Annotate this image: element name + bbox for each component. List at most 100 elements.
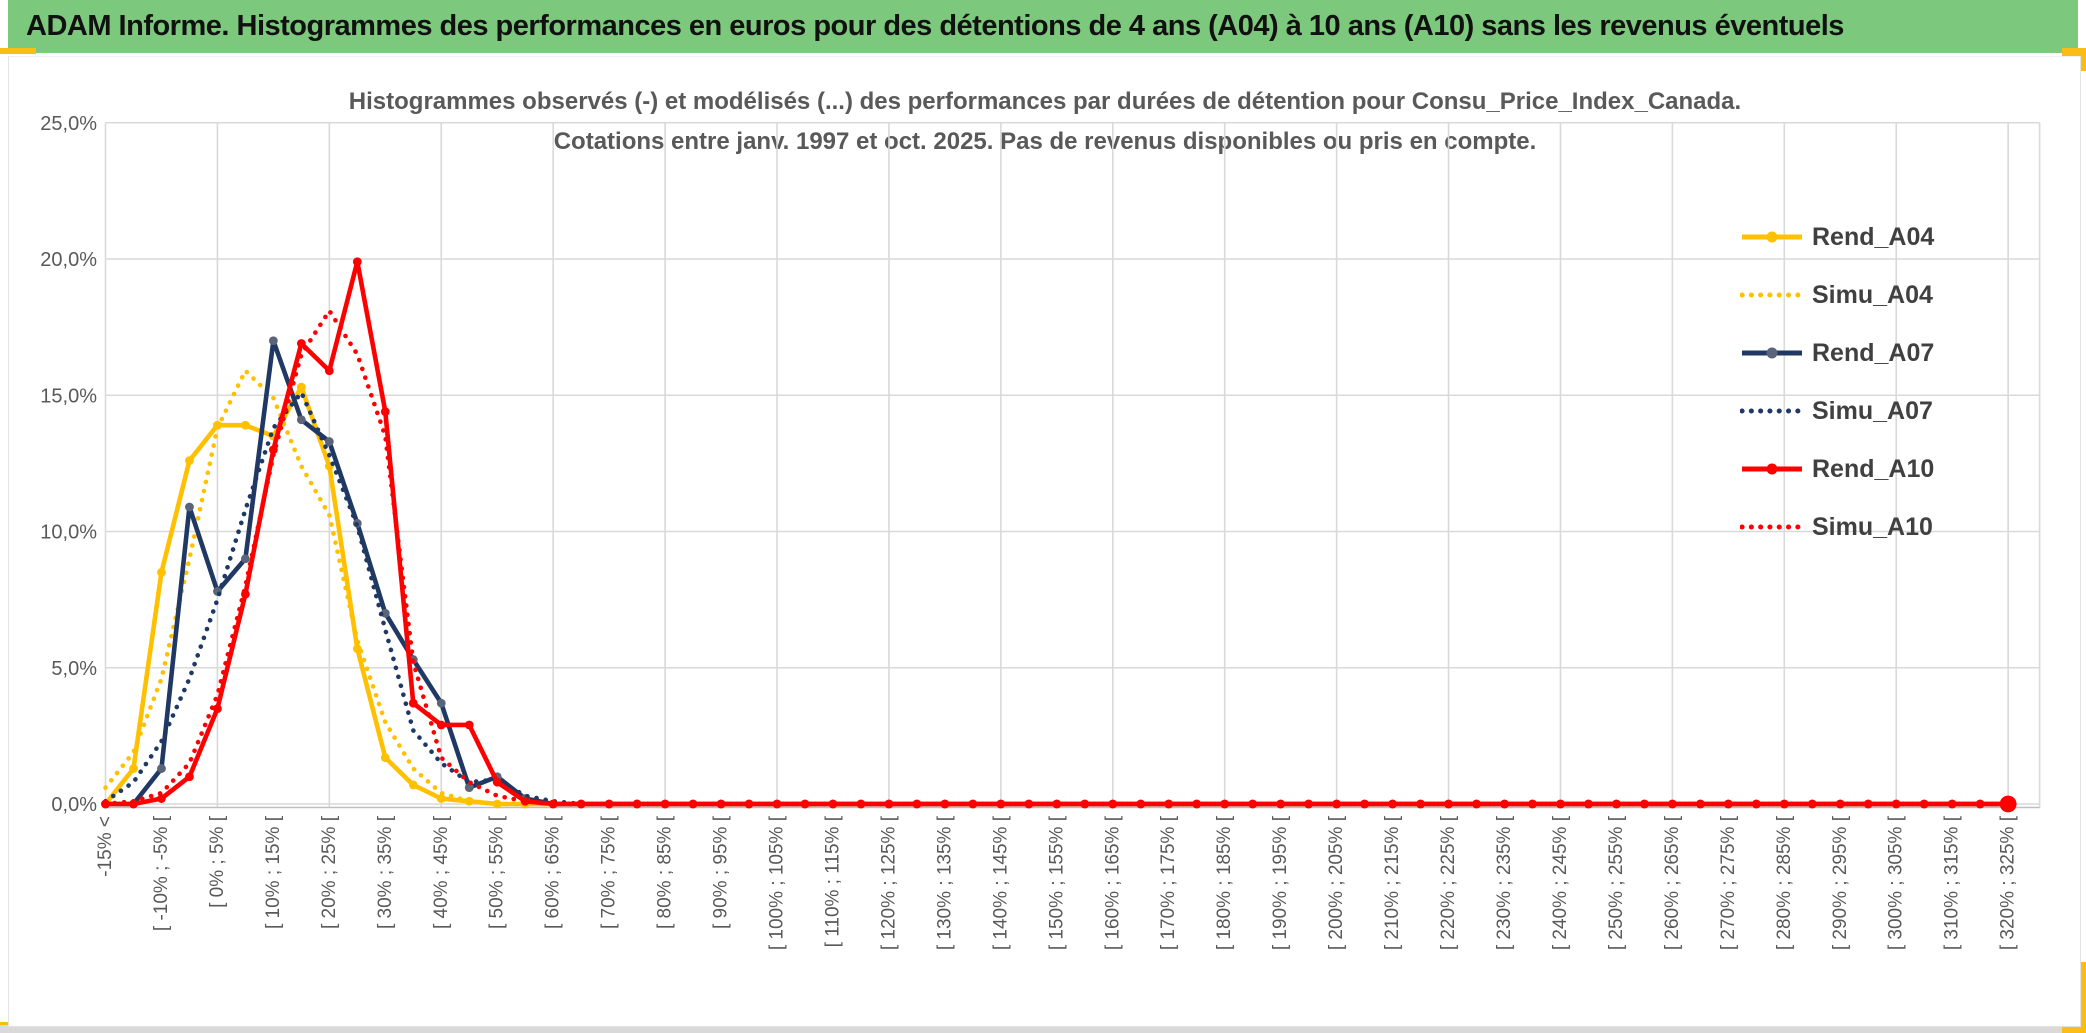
x-axis-tick-label: [ 100% ; 105% [: [767, 815, 788, 950]
legend-label: Simu_A10: [1812, 512, 1933, 541]
series-marker-Rend_A10: [1444, 799, 1453, 809]
legend-dotted-line-icon: [1740, 524, 1804, 530]
series-marker-Rend_A10: [1360, 799, 1369, 809]
x-axis-tick-label: [ 50% ; 55% [: [487, 815, 508, 929]
series-marker-Rend_A10: [185, 772, 194, 782]
series-marker-Rend_A04: [436, 794, 446, 803]
legend-dotted-line-icon: [1740, 292, 1804, 298]
y-axis-tick-label: 25,0%: [40, 113, 97, 135]
series-marker-Rend_A10: [1108, 799, 1118, 809]
legend-label: Simu_A04: [1812, 280, 1933, 309]
series-marker-Rend_A07: [157, 764, 166, 773]
x-axis-tick-label: [ 270% ; 275% [: [1718, 815, 1739, 950]
legend-label: Rend_A07: [1812, 338, 1935, 367]
x-axis-tick-label: [ 150% ; 155% [: [1046, 815, 1067, 950]
series-marker-Rend_A10: [1835, 799, 1845, 809]
series-marker-Rend_A10: [1388, 799, 1397, 809]
chart-title-line1: Histogrammes observés (-) et modélisés (…: [348, 88, 1742, 115]
series-marker-Rend_A04: [157, 567, 166, 577]
series-marker-Rend_A10: [856, 799, 866, 809]
series-marker-Rend_A10: [1416, 799, 1425, 809]
y-axis-tick-label: 5,0%: [51, 658, 97, 680]
legend-item-Simu_A10[interactable]: Simu_A10: [1740, 498, 2040, 556]
x-axis-tick-label: [ 300% ; 305% [: [1886, 815, 1907, 950]
series-marker-Rend_A07: [436, 698, 446, 708]
x-axis-tick-label: [ 230% ; 235% [: [1494, 815, 1515, 950]
series-line-Simu_A04: [103, 368, 2011, 807]
legend-item-Rend_A07[interactable]: Rend_A07: [1740, 324, 2040, 382]
chart-title-line2: Cotations entre janv. 1997 et oct. 2025.…: [553, 128, 1537, 155]
series-marker-Rend_A10: [213, 704, 222, 714]
series-marker-Rend_A10: [884, 799, 894, 809]
chart-title: Histogrammes observés (-) et modélisés (…: [70, 82, 2020, 162]
gold-accent-bottom-right: [2062, 1022, 2086, 1033]
x-axis-tick-label: [ 210% ; 215% [: [1382, 815, 1403, 950]
series-marker-Rend_A10: [772, 799, 782, 809]
legend-item-Simu_A07[interactable]: Simu_A07: [1740, 382, 2040, 440]
series-marker-Rend_A10: [1472, 799, 1481, 809]
series-marker-Rend_A04: [129, 764, 138, 773]
y-axis-tick-label: 0,0%: [51, 794, 97, 816]
series-marker-Rend_A10: [996, 799, 1006, 809]
series-marker-Rend_A10: [380, 407, 390, 416]
series-marker-Rend_A10: [688, 799, 698, 809]
series-marker-Rend_A10: [1500, 799, 1509, 809]
series-marker-Rend_A10: [324, 366, 334, 376]
series-marker-Rend_A10: [1528, 799, 1537, 809]
series-marker-Rend_A10: [1667, 799, 1677, 809]
x-axis-tick-label: [ 110% ; 115% [: [822, 815, 843, 947]
legend-solid-line-icon: [1742, 231, 1802, 243]
x-axis-tick-label: [ 170% ; 175% [: [1158, 815, 1179, 950]
series-marker-Rend_A07: [185, 502, 194, 512]
chart-object-frame[interactable]: [8, 56, 2081, 1027]
series-marker-Rend_A10: [1612, 799, 1621, 809]
series-marker-Rend_A10: [968, 799, 978, 809]
legend-solid-line-icon: [1742, 463, 1802, 475]
series-marker-Rend_A10: [1332, 799, 1342, 809]
series-marker-Rend_A10: [716, 799, 726, 809]
legend-item-Simu_A04[interactable]: Simu_A04: [1740, 266, 2040, 324]
y-axis-tick-label: 15,0%: [40, 385, 97, 407]
series-marker-Rend_A10: [800, 799, 810, 809]
series-marker-Rend_A10: [1723, 799, 1733, 809]
series-marker-Rend_A10: [1276, 799, 1286, 809]
series-marker-Rend_A07: [268, 336, 278, 346]
series-line-Rend_A10: [105, 259, 2009, 807]
series-end-marker-Rend_A10: [1999, 795, 2017, 813]
series-marker-Rend_A10: [1556, 799, 1565, 809]
x-axis-tick-label: [ 0% ; 5% [: [207, 815, 228, 908]
chart-legend[interactable]: Rend_A04 Simu_A04 Rend_A07 Simu_A07 Rend_A10…: [1740, 208, 2040, 556]
legend-item-Rend_A04[interactable]: Rend_A04: [1740, 208, 2040, 266]
x-axis-tick-label: [ 180% ; 185% [: [1214, 815, 1235, 950]
x-axis-tick-label: [ 40% ; 45% [: [431, 815, 452, 929]
legend-item-Rend_A10[interactable]: Rend_A10: [1740, 440, 2040, 498]
series-marker-Rend_A04: [296, 382, 306, 392]
series-marker-Rend_A10: [157, 794, 166, 803]
series-marker-Rend_A07: [464, 783, 474, 793]
bottom-gridline-strip: [0, 1025, 2086, 1033]
series-marker-Rend_A04: [408, 780, 418, 790]
series-marker-Rend_A10: [1136, 799, 1146, 809]
x-axis-tick-label: [ 250% ; 255% [: [1606, 815, 1627, 950]
legend-solid-line-icon: [1742, 347, 1802, 359]
series-marker-Rend_A10: [464, 720, 474, 730]
y-axis-tick-label: 10,0%: [40, 522, 97, 544]
x-axis-tick-label: [ -10% ; -5% [: [151, 815, 172, 931]
x-axis-tick-label: [ 290% ; 295% [: [1830, 815, 1851, 950]
x-axis-tick-label: [ 190% ; 195% [: [1270, 815, 1291, 950]
x-axis-tick-label: [ 30% ; 35% [: [375, 815, 396, 929]
x-axis-tick-label: [ 60% ; 65% [: [543, 815, 564, 929]
gold-accent-top-left: [0, 48, 36, 54]
series-marker-Rend_A10: [436, 720, 446, 730]
series-marker-Rend_A07: [380, 608, 390, 618]
x-axis-tick-label: [ 310% ; 315% [: [1942, 815, 1963, 950]
report-header-bar: ADAM Informe. Histogrammes des performan…: [8, 0, 2078, 53]
series-marker-Rend_A10: [1695, 799, 1705, 809]
x-axis-tick-label: [ 70% ; 75% [: [599, 815, 620, 929]
legend-dotted-line-icon: [1740, 408, 1804, 414]
series-marker-Rend_A10: [296, 339, 306, 348]
x-axis-tick-label: [ 130% ; 135% [: [934, 815, 955, 950]
series-line-Rend_A07: [105, 338, 2009, 807]
